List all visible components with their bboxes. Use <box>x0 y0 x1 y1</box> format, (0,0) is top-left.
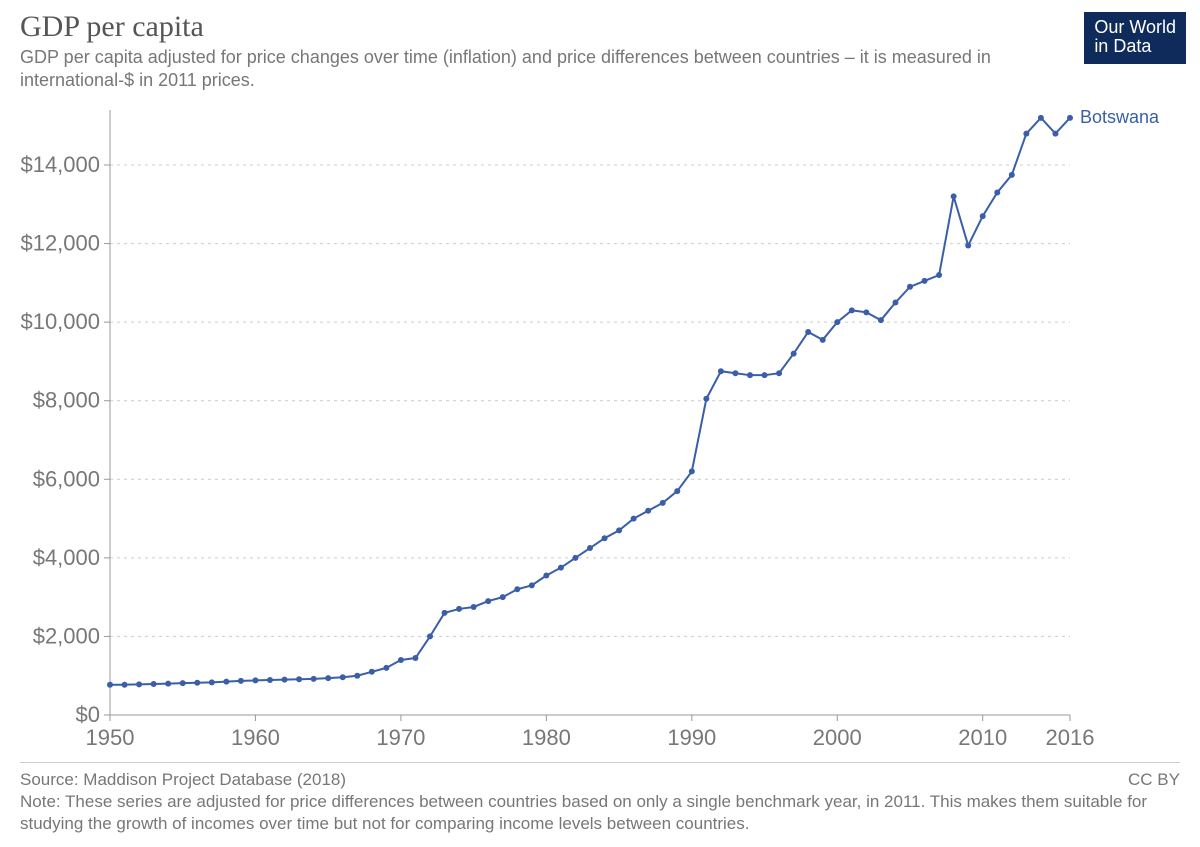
data-point <box>703 396 709 402</box>
data-point <box>587 545 593 551</box>
data-point <box>209 679 215 685</box>
y-axis-label: $10,000 <box>20 309 100 334</box>
x-axis-label: 1990 <box>667 725 716 750</box>
data-point <box>1009 172 1015 178</box>
data-point <box>296 676 302 682</box>
data-point <box>369 669 375 675</box>
data-point <box>267 677 273 683</box>
data-point <box>689 468 695 474</box>
data-point <box>122 682 128 688</box>
x-axis-label: 1950 <box>86 725 135 750</box>
data-point <box>558 565 564 571</box>
x-axis-label: 1970 <box>376 725 425 750</box>
data-point <box>718 368 724 374</box>
data-point <box>107 682 113 688</box>
data-point <box>471 604 477 610</box>
data-point <box>151 681 157 687</box>
license-text: CC BY <box>1128 769 1180 791</box>
data-point <box>965 243 971 249</box>
data-point <box>616 527 622 533</box>
data-point <box>936 272 942 278</box>
x-axis-label: 2010 <box>958 725 1007 750</box>
x-axis-label: 1980 <box>522 725 571 750</box>
data-point <box>834 319 840 325</box>
y-axis-label: $14,000 <box>20 152 100 177</box>
data-point <box>572 555 578 561</box>
y-axis-label: $8,000 <box>33 388 100 413</box>
data-point <box>907 284 913 290</box>
data-point <box>180 680 186 686</box>
data-point <box>485 598 491 604</box>
data-point <box>645 508 651 514</box>
data-point <box>456 606 462 612</box>
data-point <box>994 190 1000 196</box>
logo-line-2: in Data <box>1094 37 1176 56</box>
data-point <box>776 370 782 376</box>
data-point <box>951 193 957 199</box>
data-point <box>892 300 898 306</box>
data-point <box>863 309 869 315</box>
y-axis-label: $0 <box>76 702 100 727</box>
source-text: Source: Maddison Project Database (2018) <box>20 769 1180 791</box>
chart-title: GDP per capita <box>20 10 1060 44</box>
data-point <box>238 678 244 684</box>
data-point <box>311 676 317 682</box>
series-label-botswana: Botswana <box>1080 107 1160 127</box>
data-point <box>922 278 928 284</box>
data-point <box>660 500 666 506</box>
data-point <box>514 586 520 592</box>
data-point <box>543 573 549 579</box>
data-point <box>878 317 884 323</box>
data-point <box>383 665 389 671</box>
data-point <box>325 675 331 681</box>
data-point <box>631 516 637 522</box>
y-axis-label: $12,000 <box>20 231 100 256</box>
data-point <box>529 582 535 588</box>
data-point <box>354 673 360 679</box>
data-point <box>762 372 768 378</box>
data-point <box>282 677 288 683</box>
x-axis-label: 1960 <box>231 725 280 750</box>
y-axis-label: $4,000 <box>33 545 100 570</box>
data-point <box>747 372 753 378</box>
y-axis-label: $6,000 <box>33 466 100 491</box>
data-point <box>340 674 346 680</box>
chart-svg: $0 $2,000 $4,000 $6,000 $8,000 $10,000 $12,000… <box>20 100 1180 755</box>
header: GDP per capita GDP per capita adjusted f… <box>20 10 1060 93</box>
data-point <box>1052 131 1058 137</box>
data-point <box>1038 115 1044 121</box>
data-point <box>398 657 404 663</box>
data-point <box>223 679 229 685</box>
data-point <box>136 681 142 687</box>
data-point <box>820 337 826 343</box>
data-point <box>1023 131 1029 137</box>
y-axis-label: $2,000 <box>33 623 100 648</box>
data-point <box>674 488 680 494</box>
note-text: Note: These series are adjusted for pric… <box>20 791 1180 835</box>
x-axis-label: 2016 <box>1046 725 1095 750</box>
chart-area: $0 $2,000 $4,000 $6,000 $8,000 $10,000 $12,000… <box>20 100 1180 755</box>
data-point <box>602 535 608 541</box>
series-line-botswana <box>110 118 1070 685</box>
logo-line-1: Our World <box>1094 18 1176 37</box>
data-point <box>427 633 433 639</box>
data-point <box>805 329 811 335</box>
x-axis-label: 2000 <box>813 725 862 750</box>
footer: Source: Maddison Project Database (2018)… <box>20 762 1180 835</box>
data-point <box>252 677 258 683</box>
chart-container: GDP per capita GDP per capita adjusted f… <box>0 0 1200 847</box>
data-point <box>500 594 506 600</box>
data-point <box>791 351 797 357</box>
owid-logo: Our World in Data <box>1084 12 1186 64</box>
data-point <box>412 655 418 661</box>
data-point <box>1067 115 1073 121</box>
data-point <box>165 681 171 687</box>
data-point <box>732 370 738 376</box>
data-point <box>849 307 855 313</box>
data-point <box>442 610 448 616</box>
chart-subtitle: GDP per capita adjusted for price change… <box>20 46 1060 93</box>
data-point <box>194 680 200 686</box>
data-point <box>980 213 986 219</box>
